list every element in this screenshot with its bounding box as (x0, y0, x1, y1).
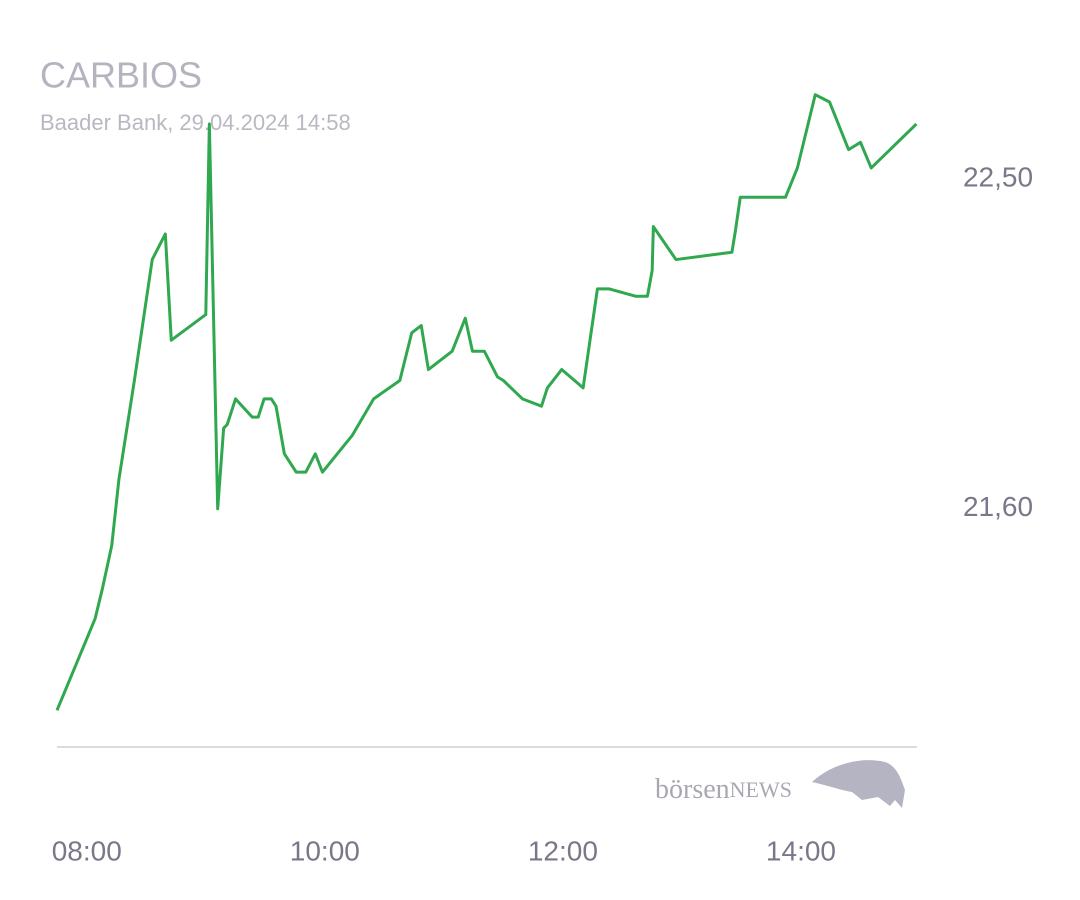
watermark-suffix: NEWS (730, 777, 792, 802)
watermark: börsenNEWS (655, 760, 905, 808)
y-tick-label: 22,50 (963, 161, 1033, 192)
y-tick-label: 21,60 (963, 491, 1033, 522)
x-tick-label: 08:00 (52, 835, 122, 866)
x-tick-label: 10:00 (290, 835, 360, 866)
price-line (55, 93, 918, 711)
x-tick-label: 12:00 (528, 835, 598, 866)
x-tick-label: 14:00 (766, 835, 836, 866)
watermark-prefix: börsen (655, 774, 730, 805)
chart-title: CARBIOS (40, 55, 202, 96)
bull-icon (812, 760, 905, 808)
chart-subtitle: Baader Bank, 29.04.2024 14:58 (40, 110, 351, 135)
watermark-text: börsenNEWS (655, 774, 792, 805)
